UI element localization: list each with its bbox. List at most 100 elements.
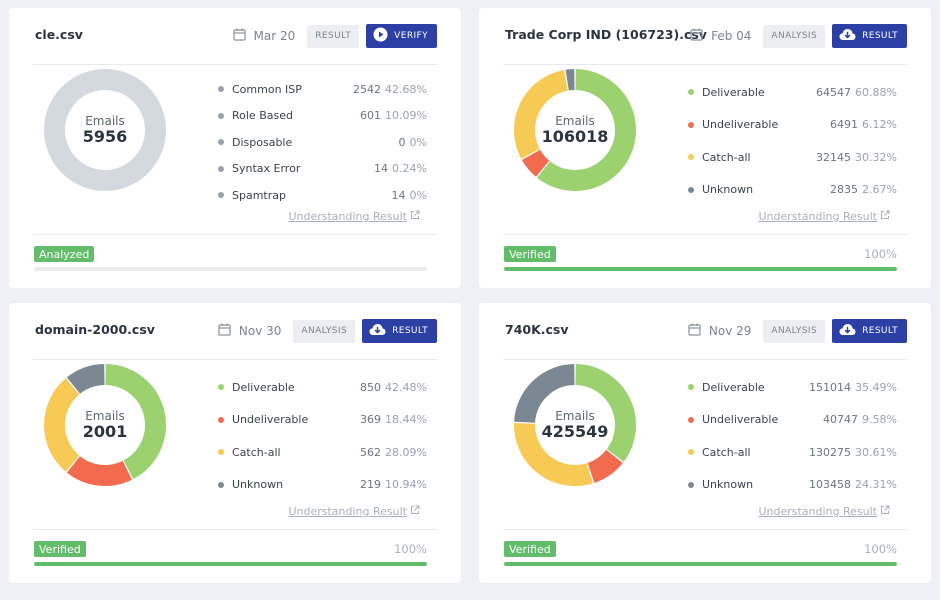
play-icon (373, 27, 394, 45)
legend-count: 850 (360, 380, 382, 394)
legend-name: Disposable (232, 135, 293, 149)
legend-name: Common ISP (232, 82, 302, 96)
donut-segment (514, 423, 593, 486)
legend-dot (218, 192, 224, 199)
status-badge: Verified (504, 541, 556, 557)
legend-dot (688, 416, 694, 423)
understanding-result-link[interactable]: Understanding Result (758, 210, 890, 223)
cloud-download-icon (839, 28, 862, 44)
legend-item: Deliverable 151014 35.49% (688, 371, 897, 404)
result-button[interactable]: RESULT (362, 319, 437, 343)
donut-segment (44, 378, 80, 472)
legend-item: Disposable 0 0% (218, 129, 427, 156)
legend: Common ISP 2542 42.68% Role Based 601 10… (218, 76, 427, 209)
donut-segment (565, 69, 575, 91)
donut-total: 2001 (82, 422, 128, 441)
calendar-icon (218, 323, 239, 339)
understanding-result-link[interactable]: Understanding Result (288, 210, 420, 223)
legend-dot (218, 449, 224, 456)
legend-count: 40747 (823, 413, 859, 427)
link-text: Understanding Result (288, 210, 407, 223)
legend-percent: 30.32% (855, 150, 897, 164)
donut-total: 425549 (541, 422, 609, 441)
legend-dot (218, 416, 224, 423)
cloud-download-icon (369, 323, 392, 339)
analysis-button[interactable]: ANALYSIS (293, 319, 356, 343)
divider (33, 529, 437, 530)
result-button[interactable]: RESULT (832, 24, 907, 48)
donut-center-label: Emails 425549 (513, 363, 637, 487)
legend-dot (218, 165, 224, 172)
legend-percent: 24.31% (855, 478, 897, 492)
emails-donut-chart (514, 69, 636, 191)
file-card: cle.csv Mar 20 RESULT VERIFY Emails 5956… (9, 8, 461, 288)
legend-percent: 2.67% (862, 183, 897, 197)
legend-count: 64547 (816, 85, 852, 99)
result-button[interactable]: RESULT (832, 319, 907, 343)
donut-title: Emails (555, 409, 595, 423)
legend: Deliverable 151014 35.49% Undeliverable … (688, 371, 897, 501)
legend-dot (688, 481, 694, 488)
legend-dot (688, 384, 694, 391)
button-label: RESULT (862, 326, 898, 336)
legend-name: Unknown (702, 478, 754, 492)
calendar-icon (690, 28, 711, 44)
calendar-icon (232, 28, 254, 44)
legend-count: 14 (374, 162, 389, 176)
analysis-button[interactable]: ANALYSIS (763, 319, 826, 343)
legend-name: Syntax Error (232, 162, 301, 176)
legend-count: 219 (360, 478, 382, 492)
legend-count: 2542 (353, 82, 382, 96)
donut-segment (514, 69, 569, 159)
progress-fill (504, 267, 897, 271)
legend-item: Unknown 2835 2.67% (688, 174, 897, 207)
external-link-icon (407, 210, 420, 223)
card-header: 740K.csv Nov 29 ANALYSIS RESULT (503, 303, 907, 360)
legend-percent: 30.61% (855, 445, 897, 459)
legend-name: Undeliverable (702, 413, 779, 427)
header-actions: Nov 30 ANALYSIS RESULT (218, 319, 437, 343)
legend-item: Syntax Error 14 0.24% (218, 156, 427, 183)
legend-dot (688, 449, 694, 456)
header-actions: Nov 29 ANALYSIS RESULT (688, 319, 907, 343)
understanding-result-link[interactable]: Understanding Result (758, 505, 890, 518)
external-link-icon (877, 210, 890, 223)
donut-title: Emails (85, 114, 125, 128)
verify-button[interactable]: VERIFY (366, 24, 437, 48)
legend-percent: 6.12% (862, 118, 897, 132)
legend-percent: 0.24% (392, 162, 427, 176)
link-text: Understanding Result (288, 505, 407, 518)
legend-name: Catch-all (232, 445, 281, 459)
legend-percent: 0% (409, 188, 427, 202)
understanding-result-link[interactable]: Understanding Result (288, 505, 420, 518)
calendar-icon (688, 323, 709, 339)
link-text: Understanding Result (758, 210, 877, 223)
legend-item: Catch-all 562 28.09% (218, 436, 427, 469)
legend-item: Unknown 103458 24.31% (688, 469, 897, 502)
date-text: Mar 20 (253, 29, 296, 43)
legend-name: Deliverable (702, 380, 765, 394)
legend-dot (688, 121, 694, 128)
legend-name: Unknown (232, 478, 284, 492)
donut-total: 5956 (82, 127, 128, 146)
result-button[interactable]: RESULT (307, 24, 360, 48)
legend-name: Deliverable (702, 85, 765, 99)
progress-bar (34, 267, 427, 271)
legend-item: Catch-all 32145 30.32% (688, 141, 897, 174)
divider (503, 529, 907, 530)
file-card: Trade Corp IND (106723).csv Feb 04 ANALY… (479, 8, 931, 288)
legend-dot (688, 154, 694, 161)
legend-item: Catch-all 130275 30.61% (688, 436, 897, 469)
progress-percent: 100% (864, 247, 897, 261)
card-header: cle.csv Mar 20 RESULT VERIFY (33, 8, 437, 65)
legend-count: 130275 (809, 445, 852, 459)
analysis-button[interactable]: ANALYSIS (763, 24, 826, 48)
legend-item: Common ISP 2542 42.68% (218, 76, 427, 103)
legend-item: Undeliverable 40747 9.58% (688, 404, 897, 437)
legend-count: 14 (391, 188, 406, 202)
donut-segment (521, 149, 550, 177)
legend-name: Undeliverable (702, 118, 779, 132)
emails-donut-chart (44, 69, 166, 191)
file-card: 740K.csv Nov 29 ANALYSIS RESULT Emails 4… (479, 303, 931, 583)
donut-title: Emails (85, 409, 125, 423)
